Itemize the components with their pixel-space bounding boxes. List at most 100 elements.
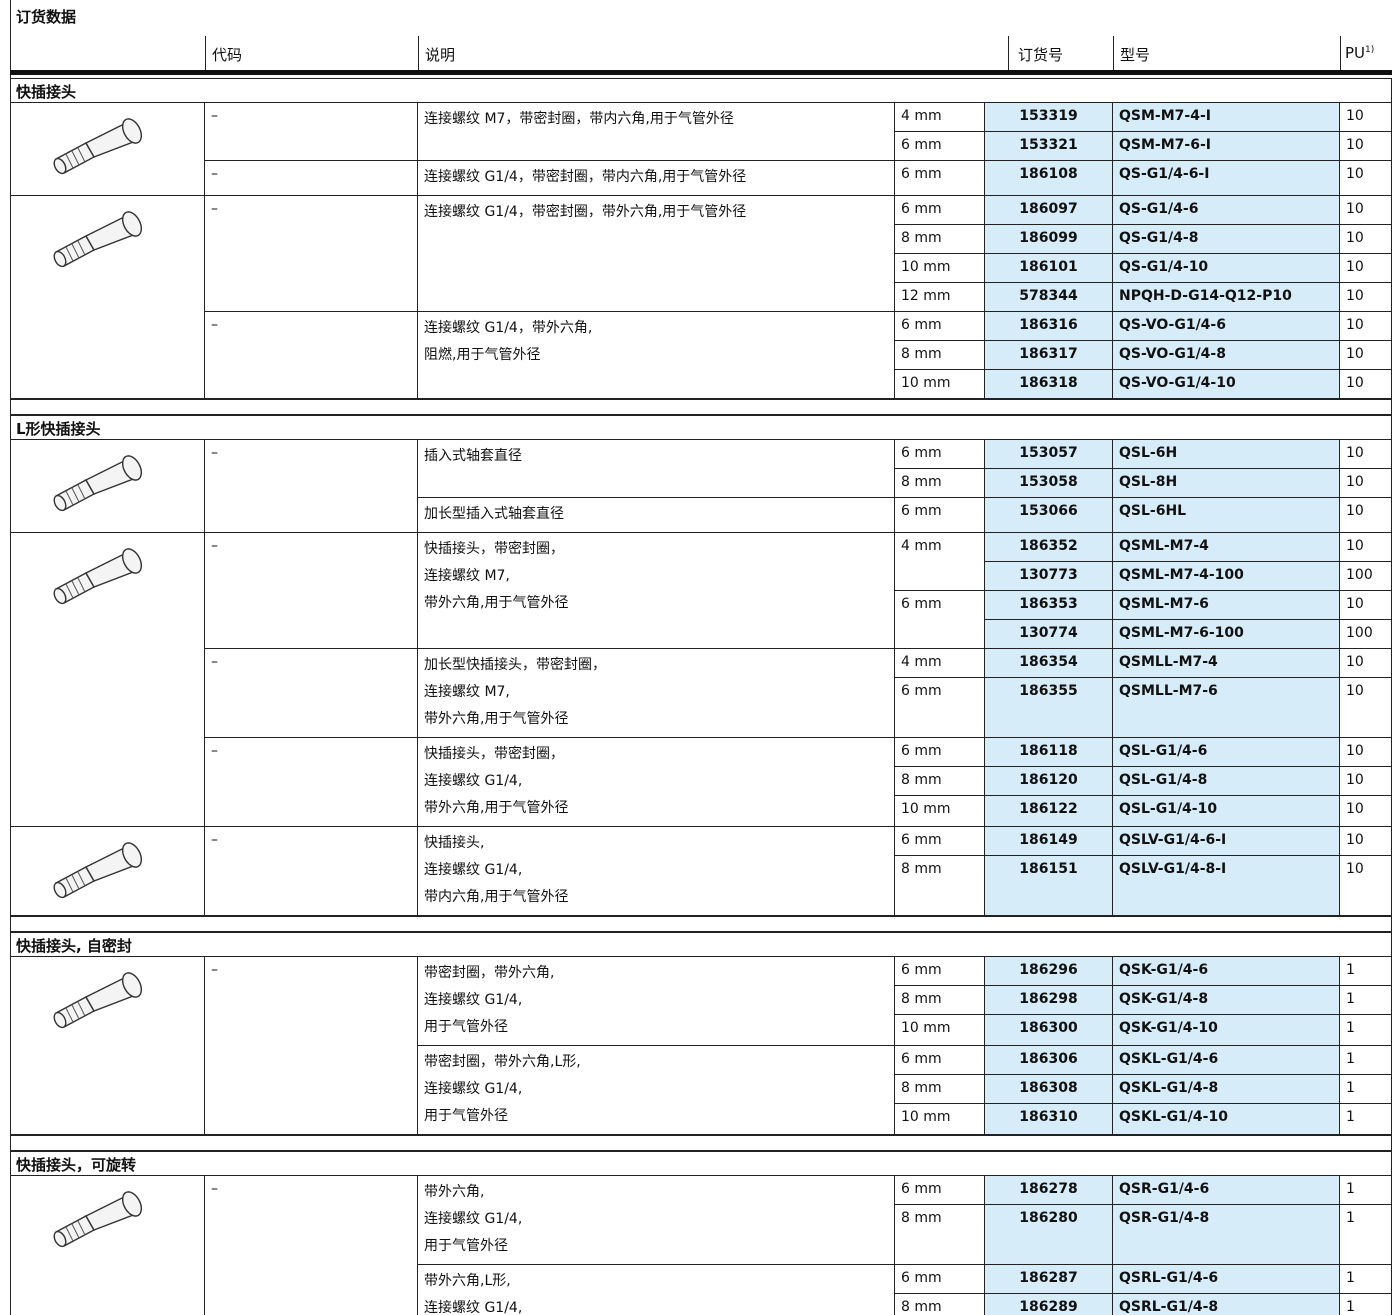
packaging-unit: 1 — [1340, 1015, 1392, 1046]
description-line: 带密封圈，带外六角,L形, — [424, 1054, 581, 1070]
packaging-unit: 10 — [1340, 796, 1392, 827]
packaging-unit: 10 — [1340, 856, 1392, 916]
size: 6 mm — [895, 312, 985, 341]
order-number: 186298 — [985, 986, 1113, 1015]
col-type: 型号 — [1120, 46, 1151, 64]
packaging-unit: 10 — [1340, 469, 1392, 498]
description-line: 连接螺纹 G1/4, — [424, 773, 523, 789]
spacer-row — [10, 399, 1392, 415]
description: 连接螺纹 M7，带密封圈，带内六角,用于气管外径 — [418, 103, 895, 161]
order-number: 186355 — [985, 678, 1113, 738]
description-line: 快插接头, — [424, 835, 485, 851]
packaging-unit: 10 — [1340, 283, 1392, 312]
rule — [1113, 36, 1114, 70]
description-line: 加长型插入式轴套直径 — [424, 506, 564, 522]
packaging-unit: 1 — [1340, 1075, 1392, 1104]
type-code: QSML-M7-6 — [1113, 591, 1340, 620]
type-code: QSR-G1/4-8 — [1113, 1205, 1340, 1265]
code: – — [205, 649, 418, 738]
spacer-row — [10, 1135, 1392, 1151]
description-line: 用于气管外径 — [424, 1019, 508, 1035]
packaging-unit: 1 — [1340, 1265, 1392, 1294]
size: 10 mm — [895, 796, 985, 827]
code: – — [205, 440, 418, 533]
section-title: L形快插接头 — [10, 415, 1392, 440]
type-code: QSM-M7-4-I — [1113, 103, 1340, 132]
description-line: 连接螺纹 M7, — [424, 684, 510, 700]
product-cell — [10, 957, 205, 1135]
type-code: QS-G1/4-8 — [1113, 225, 1340, 254]
packaging-unit: 10 — [1340, 591, 1392, 620]
product-image — [53, 211, 143, 268]
size: 6 mm — [895, 1176, 985, 1205]
type-code: QSKL-G1/4-8 — [1113, 1075, 1340, 1104]
code: – — [205, 312, 418, 399]
product-cell — [10, 827, 205, 916]
packaging-unit: 10 — [1340, 649, 1392, 678]
product-cell — [10, 103, 205, 196]
size: 12 mm — [895, 283, 985, 312]
col-description: 说明 — [425, 46, 456, 64]
description-line: 带外六角,用于气管外径 — [424, 800, 569, 816]
order-number: 186296 — [985, 957, 1113, 986]
description: 连接螺纹 G1/4，带密封圈，带外六角,用于气管外径 — [418, 196, 895, 312]
type-code: QS-VO-G1/4-10 — [1113, 370, 1340, 399]
type-code: QS-G1/4-10 — [1113, 254, 1340, 283]
description: 快插接头，带密封圈， 连接螺纹 G1/4, 带外六角,用于气管外径 — [418, 738, 895, 827]
description-line: 连接螺纹 M7, — [424, 568, 510, 584]
code: – — [205, 738, 418, 827]
description: 加长型快插接头，带密封圈， 连接螺纹 M7, 带外六角,用于气管外径 — [418, 649, 895, 738]
size: 6 mm — [895, 498, 985, 533]
type-code: QSL-8H — [1113, 469, 1340, 498]
order-number: 186101 — [985, 254, 1113, 283]
size: 6 mm — [895, 738, 985, 767]
packaging-unit: 10 — [1340, 440, 1392, 469]
type-code: QS-VO-G1/4-8 — [1113, 341, 1340, 370]
order-number: 186122 — [985, 796, 1113, 827]
order-number: 153319 — [985, 103, 1113, 132]
type-code: QSML-M7-4 — [1113, 533, 1340, 562]
order-number: 578344 — [985, 283, 1113, 312]
type-code: QSR-G1/4-6 — [1113, 1176, 1340, 1205]
size: 8 mm — [895, 341, 985, 370]
type-code: QSRL-G1/4-6 — [1113, 1265, 1340, 1294]
type-code: QSMLL-M7-4 — [1113, 649, 1340, 678]
order-number: 186280 — [985, 1205, 1113, 1265]
size: 6 mm — [895, 161, 985, 196]
rule — [418, 36, 419, 70]
description-line: 加长型快插接头，带密封圈， — [424, 657, 606, 673]
description-line: 带内六角,用于气管外径 — [424, 889, 569, 905]
description-line: 快插接头，带密封圈， — [424, 746, 564, 762]
header-rule — [10, 70, 1392, 75]
description-line: 阻燃,用于气管外径 — [424, 347, 541, 363]
description: 连接螺纹 G1/4，带密封圈，带内六角,用于气管外径 — [418, 161, 895, 196]
order-number: 153321 — [985, 132, 1113, 161]
rule — [1008, 36, 1009, 70]
packaging-unit: 10 — [1340, 827, 1392, 856]
size: 8 mm — [895, 1075, 985, 1104]
order-number: 153066 — [985, 498, 1113, 533]
type-code: QSLV-G1/4-6-I — [1113, 827, 1340, 856]
size: 6 mm — [895, 1046, 985, 1075]
description: 插入式轴套直径 — [418, 440, 895, 498]
section-title: 快插接头 — [10, 78, 1392, 103]
section-title: 快插接头, 自密封 — [10, 932, 1392, 957]
product-cell — [10, 533, 205, 827]
type-code: QSML-M7-6-100 — [1113, 620, 1340, 649]
size: 10 mm — [895, 254, 985, 283]
packaging-unit: 10 — [1340, 103, 1392, 132]
order-number: 186149 — [985, 827, 1113, 856]
description-line: 用于气管外径 — [424, 1108, 508, 1124]
size: 6 mm — [895, 827, 985, 856]
size: 4 mm — [895, 533, 985, 591]
left-rule — [10, 0, 11, 1315]
type-code: QS-VO-G1/4-6 — [1113, 312, 1340, 341]
description: 带外六角,L形,连接螺纹 G1/4,用于气管外径 — [418, 1265, 895, 1315]
description: 带外六角, 连接螺纹 G1/4, 用于气管外径 — [418, 1176, 895, 1265]
order-number: 186278 — [985, 1176, 1113, 1205]
code: – — [205, 1176, 418, 1315]
size: 8 mm — [895, 469, 985, 498]
description: 快插接头，带密封圈， 连接螺纹 M7, 带外六角,用于气管外径 — [418, 533, 895, 649]
order-number: 186306 — [985, 1046, 1113, 1075]
packaging-unit: 1 — [1340, 1176, 1392, 1205]
